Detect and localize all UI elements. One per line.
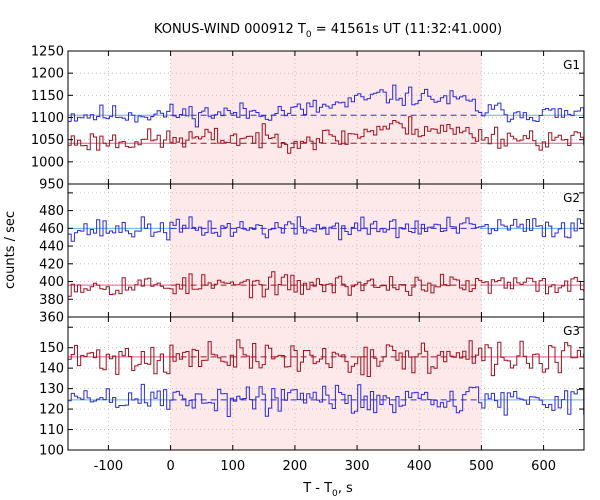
y-tick-label: 440 (39, 240, 64, 255)
y-tick-label: 460 (39, 222, 64, 237)
chart-title: KONUS-WIND 000912 T0 = 41561s UT (11:32:… (154, 22, 502, 40)
x-tick-label: 500 (469, 459, 494, 474)
light-curve-series-red (68, 339, 585, 377)
x-tick-label: 100 (220, 459, 245, 474)
y-tick-label: 1250 (31, 45, 64, 60)
y-tick-label: 950 (39, 178, 64, 193)
light-curve-series-blue (68, 383, 585, 417)
panel-frame (67, 316, 585, 451)
highlight-interval (170, 51, 482, 450)
y-tick-label: 100 (39, 444, 64, 459)
plot-area: 950100010501100115012001250G136038040042… (31, 45, 585, 474)
x-tick-label: 600 (531, 459, 556, 474)
y-tick-label: 1100 (31, 111, 64, 126)
light-curve-series-red (68, 116, 585, 154)
y-tick-label: 130 (39, 382, 64, 397)
panel-label: G2 (563, 191, 580, 205)
y-tick-label: 420 (39, 257, 64, 272)
y-tick-label: 140 (39, 362, 64, 377)
light-curve-series-blue (68, 84, 585, 128)
x-tick-label: -100 (94, 459, 124, 474)
y-tick-label: 1050 (31, 133, 64, 148)
y-tick-label: 110 (39, 423, 64, 438)
x-tick-label: 0 (166, 459, 174, 474)
x-tick-label: 400 (407, 459, 432, 474)
y-tick-label: 380 (39, 293, 64, 308)
panel-label: G3 (563, 324, 580, 338)
x-tick-label: 300 (345, 459, 370, 474)
y-tick-label: 360 (39, 311, 64, 326)
y-axis-label: counts / sec (3, 211, 18, 289)
light-curve-series-blue (68, 216, 585, 242)
y-tick-label: 1200 (31, 67, 64, 82)
y-tick-label: 1150 (31, 89, 64, 104)
panel-label: G1 (563, 58, 580, 72)
y-tick-label: 1000 (31, 155, 64, 170)
x-axis-label: T - T0, s (302, 481, 353, 499)
y-tick-label: 150 (39, 341, 64, 356)
y-tick-label: 480 (39, 204, 64, 219)
x-tick-label: 200 (283, 459, 308, 474)
y-tick-label: 400 (39, 275, 64, 290)
y-tick-label: 120 (39, 403, 64, 418)
light-curve-series-red (68, 271, 585, 299)
